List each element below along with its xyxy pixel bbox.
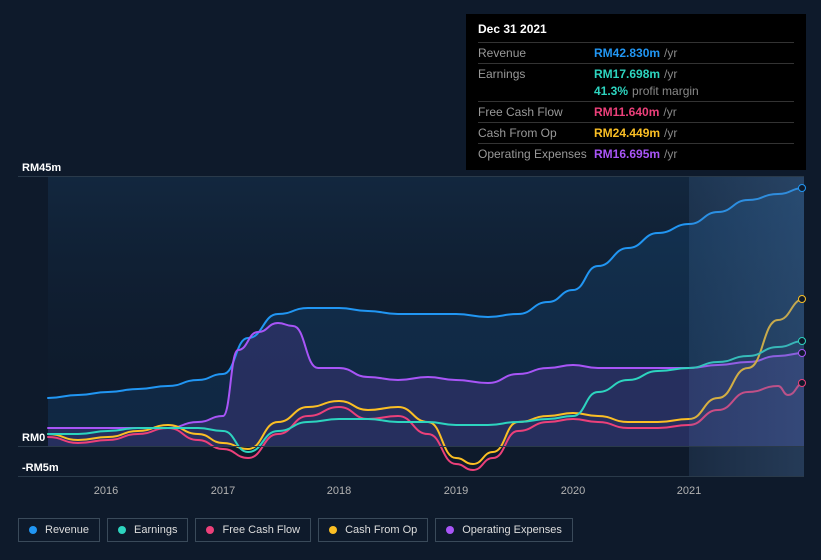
legend-label: Revenue bbox=[45, 524, 89, 536]
x-axis-label: 2016 bbox=[94, 485, 118, 497]
tooltip-row-value: RM42.830m bbox=[594, 46, 660, 60]
tooltip-row-suffix: /yr bbox=[664, 46, 677, 60]
x-axis-label: 2018 bbox=[327, 485, 351, 497]
y-axis-label: RM45m bbox=[22, 162, 61, 174]
financial-chart-root: { "tooltip": { "date": "Dec 31 2021", "r… bbox=[0, 0, 821, 560]
tooltip-row-value: RM16.695m bbox=[594, 147, 660, 161]
chart-legend: Revenue Earnings Free Cash Flow Cash From O… bbox=[18, 518, 573, 542]
tooltip-row-suffix: /yr bbox=[664, 67, 677, 81]
tooltip-row: EarningsRM17.698m/yr bbox=[478, 63, 794, 84]
legend-item-operating-expenses[interactable]: Operating Expenses bbox=[435, 518, 573, 542]
legend-item-revenue[interactable]: Revenue bbox=[18, 518, 100, 542]
series-end-marker bbox=[798, 295, 806, 303]
legend-label: Operating Expenses bbox=[462, 524, 562, 536]
legend-label: Cash From Op bbox=[345, 524, 417, 536]
tooltip-row-suffix: /yr bbox=[664, 147, 677, 161]
tooltip-row: Operating ExpensesRM16.695m/yr bbox=[478, 143, 794, 164]
gridline bbox=[18, 476, 804, 477]
legend-item-earnings[interactable]: Earnings bbox=[107, 518, 188, 542]
tooltip-row-label: Free Cash Flow bbox=[478, 105, 594, 119]
tooltip-row-suffix: /yr bbox=[664, 126, 677, 140]
tooltip-row: RevenueRM42.830m/yr bbox=[478, 42, 794, 63]
legend-dot-icon bbox=[118, 526, 126, 534]
tooltip-row-value: RM17.698m bbox=[594, 67, 660, 81]
gridline bbox=[18, 446, 804, 447]
chart-svg bbox=[18, 176, 804, 476]
x-axis-label: 2020 bbox=[561, 485, 585, 497]
tooltip-row-value: RM11.640m bbox=[594, 105, 659, 119]
legend-dot-icon bbox=[29, 526, 37, 534]
legend-dot-icon bbox=[446, 526, 454, 534]
legend-label: Earnings bbox=[134, 524, 177, 536]
tooltip-row-label: Earnings bbox=[478, 67, 594, 81]
series-end-marker bbox=[798, 379, 806, 387]
legend-item-cash-from-op[interactable]: Cash From Op bbox=[318, 518, 428, 542]
legend-dot-icon bbox=[206, 526, 214, 534]
series-end-marker bbox=[798, 337, 806, 345]
legend-item-free-cash-flow[interactable]: Free Cash Flow bbox=[195, 518, 311, 542]
x-axis-label: 2021 bbox=[677, 485, 701, 497]
tooltip-row-label: Operating Expenses bbox=[478, 147, 594, 161]
tooltip-row-label: Cash From Op bbox=[478, 126, 594, 140]
tooltip-row-value: RM24.449m bbox=[594, 126, 660, 140]
x-axis-label: 2019 bbox=[444, 485, 468, 497]
legend-dot-icon bbox=[329, 526, 337, 534]
tooltip-date: Dec 31 2021 bbox=[478, 22, 794, 42]
chart-tooltip: Dec 31 2021 RevenueRM42.830m/yrEarningsR… bbox=[466, 14, 806, 170]
chart-plot-area bbox=[18, 176, 804, 476]
x-axis-label: 2017 bbox=[211, 485, 235, 497]
tooltip-row-label: Revenue bbox=[478, 46, 594, 60]
series-end-marker bbox=[798, 184, 806, 192]
series-end-marker bbox=[798, 349, 806, 357]
gridline bbox=[18, 176, 804, 177]
tooltip-profit-margin: 41.3%profit margin bbox=[478, 84, 794, 101]
legend-label: Free Cash Flow bbox=[222, 524, 300, 536]
tooltip-row: Cash From OpRM24.449m/yr bbox=[478, 122, 794, 143]
tooltip-row-suffix: /yr bbox=[663, 105, 676, 119]
tooltip-row: Free Cash FlowRM11.640m/yr bbox=[478, 101, 794, 122]
